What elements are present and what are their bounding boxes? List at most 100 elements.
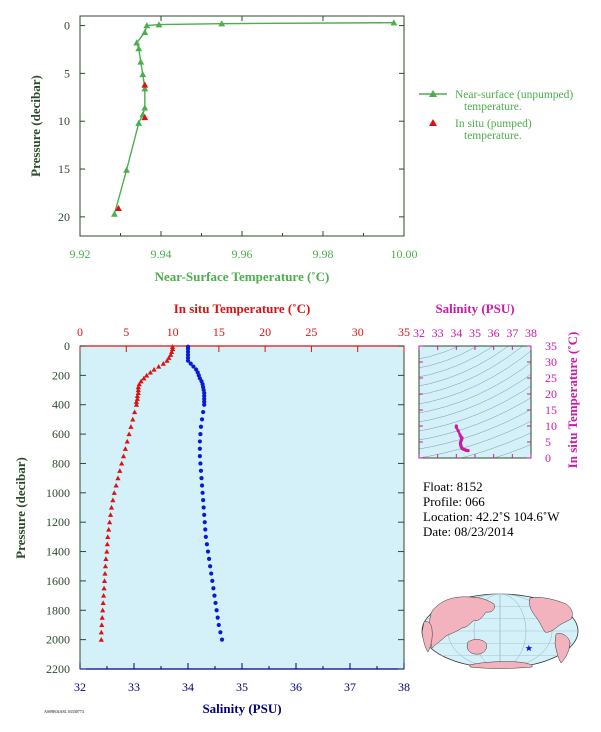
- temperature-point: [132, 409, 138, 415]
- salinity-point: [198, 431, 203, 437]
- near-surface-unpumped-point: [137, 58, 145, 65]
- profile-ticks: 32 33 34 35 36 37 38 0 5 10 15 20 25 30 35 0 200 400 600 80…: [46, 325, 410, 694]
- salinity-point: [201, 498, 206, 503]
- profile-marks: [98, 344, 225, 642]
- temperature-point: [117, 468, 123, 473]
- temperature-point: [156, 363, 162, 369]
- ts-x-tick-label: 36: [488, 326, 500, 340]
- near-surface-unpumped-point: [135, 119, 143, 126]
- pressure-tick-label: 2200: [46, 662, 70, 676]
- near-surface-y-tick-label: 10: [58, 114, 70, 128]
- temperature-point: [98, 637, 104, 642]
- near-surface-y-tick-label: 5: [64, 66, 70, 80]
- ts-isopycnal-line: [419, 409, 531, 450]
- temperature-point: [169, 346, 176, 352]
- temperature-tick-label: 5: [123, 325, 129, 339]
- ts-ticks: 32 33 34 35 36 37 38 0 5 10 15 20 25 30 35: [413, 326, 557, 465]
- float-position-marker: [525, 644, 533, 652]
- salinity-point: [205, 549, 211, 554]
- pressure-tick-label: 600: [52, 427, 70, 441]
- near-surface-unpumped-point: [390, 19, 398, 26]
- ts-isopycnal-line: [493, 444, 531, 458]
- salinity-point: [210, 578, 215, 584]
- ts-isopycnal-line: [419, 346, 494, 378]
- float-id: Float: 8152: [423, 479, 483, 494]
- temperature-point: [147, 369, 153, 375]
- salinity-point: [213, 600, 218, 606]
- near-surface-pumped-point: [141, 81, 149, 88]
- temperature-point: [104, 541, 110, 547]
- ts-point: [454, 425, 458, 429]
- salinity-point: [199, 476, 204, 481]
- salinity-tick-label: 34: [182, 680, 194, 694]
- map-land-north-america: [529, 597, 573, 633]
- pressure-tick-label: 1000: [46, 486, 70, 500]
- salinity-tick-label: 36: [290, 680, 302, 694]
- near-surface-plot-frame: [79, 15, 405, 237]
- temperature-point: [134, 396, 140, 401]
- salinity-point: [201, 409, 206, 415]
- temperature-point: [124, 438, 130, 444]
- salinity-point: [185, 349, 191, 354]
- ts-isopycnal-line: [419, 397, 531, 441]
- temperature-point: [122, 446, 128, 451]
- near-surface-legend: Near-surface (unpumped) temperature. In …: [419, 89, 573, 142]
- salinity-tick-label: 32: [74, 680, 86, 694]
- ts-x-tick-label: 33: [432, 326, 444, 340]
- salinity-point: [197, 446, 202, 451]
- near-surface-y-tick-label: 15: [58, 162, 70, 176]
- ts-isopycnal-line: [419, 373, 531, 423]
- salinity-point: [197, 454, 202, 459]
- temperature-point: [103, 556, 109, 561]
- near-surface-unpumped-point: [141, 104, 149, 111]
- temperature-point: [99, 615, 105, 620]
- temperature-tick-label: 25: [305, 325, 317, 339]
- temperature-point: [101, 592, 107, 598]
- legend-label-pumped-line2: temperature.: [464, 130, 522, 142]
- temperature-point: [164, 358, 170, 363]
- pressure-tick-label: 200: [52, 368, 70, 382]
- profile-plot-background: [79, 345, 405, 670]
- temperature-point: [166, 355, 172, 360]
- salinity-point: [202, 512, 207, 517]
- salinity-point: [202, 396, 207, 401]
- near-surface-x-tick-label: 9.92: [70, 247, 91, 261]
- ts-y-tick-label: 5: [545, 435, 551, 449]
- near-surface-y-tick-label: 20: [58, 210, 70, 224]
- temperature-point: [100, 607, 106, 613]
- temperature-point: [169, 349, 175, 354]
- pressure-tick-label: 0: [64, 339, 70, 353]
- pressure-tick-label: 1400: [46, 545, 70, 559]
- salinity-tick-label: 33: [128, 680, 140, 694]
- footer-stamp: AS09E04A8L 03330774: [44, 709, 84, 714]
- ts-isopycnal-line: [419, 350, 531, 405]
- temperature-point: [168, 352, 174, 357]
- temperature-point: [99, 622, 105, 628]
- temperature-point: [100, 600, 106, 606]
- ts-marks: [454, 424, 470, 453]
- temperature-point: [111, 490, 117, 495]
- salinity-point: [219, 637, 225, 642]
- temperature-point: [134, 393, 140, 398]
- legend-label-unpumped-line2: temperature.: [464, 101, 522, 113]
- salinity-point: [206, 556, 212, 561]
- profile-y-axis-label: Pressure (decibar): [13, 457, 28, 559]
- temperature-point: [98, 629, 104, 635]
- salinity-point: [185, 346, 191, 352]
- legend-marker-pumped: [429, 119, 437, 126]
- map-land-antarctica: [469, 661, 533, 669]
- ts-y-tick-label: 0: [545, 451, 551, 465]
- temperature-point: [144, 372, 150, 378]
- salinity-point: [216, 622, 221, 628]
- ts-x-tick-label: 35: [469, 326, 481, 340]
- near-surface-unpumped-point: [133, 39, 141, 46]
- pressure-tick-label: 800: [52, 456, 70, 470]
- salinity-point: [202, 393, 207, 399]
- salinity-point: [218, 630, 223, 635]
- salinity-point: [185, 352, 191, 357]
- near-surface-marks: [111, 19, 398, 217]
- salinity-point: [201, 505, 206, 510]
- ts-isopycnal-line: [419, 385, 531, 432]
- salinity-point: [188, 361, 193, 366]
- near-surface-unpumped-point: [139, 70, 147, 78]
